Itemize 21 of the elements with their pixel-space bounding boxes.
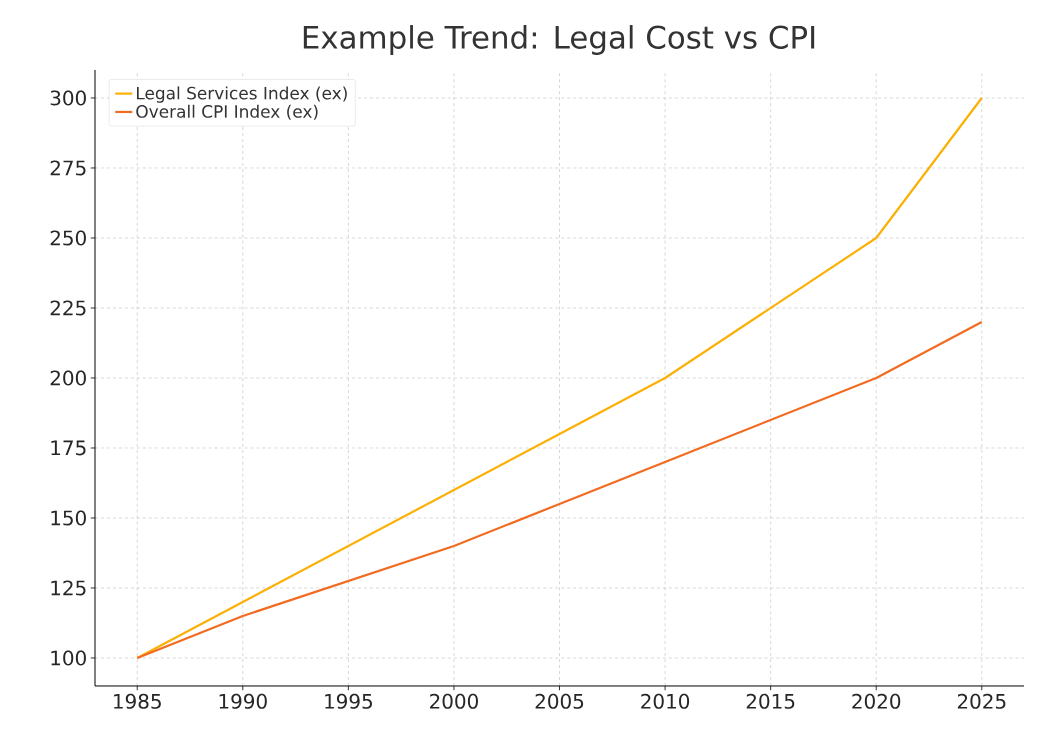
y-tick-label: 275 xyxy=(50,160,86,176)
legend-label: Legal Services Index (ex) xyxy=(137,86,347,103)
y-tick-label: 300 xyxy=(50,90,86,106)
x-tick-label: 2015 xyxy=(746,693,795,709)
x-tick-label: 2005 xyxy=(535,693,584,709)
x-tick-label: 2010 xyxy=(641,693,690,709)
y-tick-label: 175 xyxy=(51,440,86,456)
y-tick-label: 125 xyxy=(51,580,86,596)
y-tick-label: 100 xyxy=(51,650,86,666)
y-tick-label: 250 xyxy=(50,230,86,246)
x-tick-label: 2020 xyxy=(852,693,901,709)
legend-label: Overall CPI Index (ex) xyxy=(136,104,318,120)
x-tick-label: 2000 xyxy=(430,693,478,709)
y-tick-label: 200 xyxy=(50,370,86,386)
y-tick-label: 150 xyxy=(51,510,86,526)
x-tick-label: 1990 xyxy=(219,693,267,709)
y-tick-label: 225 xyxy=(50,300,86,316)
x-tick-label: 1985 xyxy=(114,693,161,709)
x-tick-label: 2025 xyxy=(957,693,1006,709)
chart-title: Example Trend: Legal Cost vs CPI xyxy=(303,25,815,55)
x-tick-label: 1995 xyxy=(325,693,372,709)
